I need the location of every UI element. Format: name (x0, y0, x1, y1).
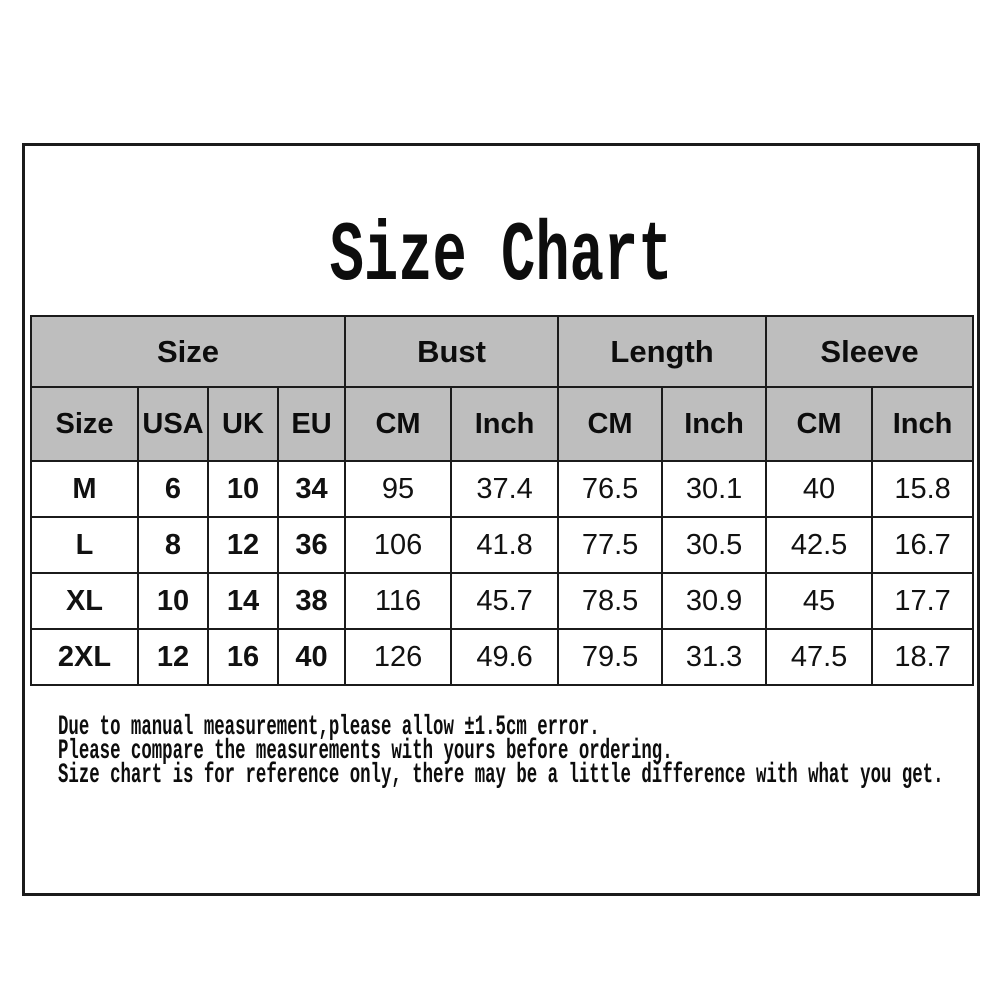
note-line-2: Please compare the measurements with you… (58, 736, 673, 767)
bust-inch-cell: 37.4 (450, 460, 560, 518)
size-table: Size Bust Length Sleeve Size USA UK EU C… (29, 315, 975, 686)
table-row-l: L 8 12 36 106 41.8 77.5 30.5 42.5 16.7 (30, 516, 975, 574)
group-header-length: Length (557, 315, 768, 388)
group-header-sleeve: Sleeve (765, 315, 975, 388)
bust-inch-cell: 41.8 (450, 516, 560, 574)
usa-cell: 12 (137, 628, 209, 686)
size-cell: 2XL (30, 628, 139, 686)
table-row-xl: XL 10 14 38 116 45.7 78.5 30.9 45 17.7 (30, 572, 975, 630)
bust-inch-cell: 45.7 (450, 572, 560, 630)
eu-cell: 38 (276, 572, 347, 630)
uk-cell: 12 (207, 516, 279, 574)
table-row-2xl: 2XL 12 16 40 126 49.6 79.5 31.3 47.5 18.… (30, 628, 975, 686)
sub-header-bust-cm: CM (344, 386, 453, 462)
sub-header-sleeve-cm: CM (765, 386, 874, 462)
size-cell: M (30, 460, 139, 518)
bust-inch-cell: 49.6 (450, 628, 560, 686)
length-inch-cell: 31.3 (661, 628, 768, 686)
bust-cm-cell: 116 (344, 572, 453, 630)
sub-header-uk: UK (207, 386, 279, 462)
sleeve-inch-cell: 16.7 (871, 516, 975, 574)
sub-header-size: Size (30, 386, 139, 462)
length-cm-cell: 78.5 (557, 572, 664, 630)
length-inch-cell: 30.5 (661, 516, 768, 574)
sleeve-cm-cell: 42.5 (765, 516, 874, 574)
sleeve-inch-cell: 17.7 (871, 572, 975, 630)
note-line-3: Size chart is for reference only, there … (58, 760, 944, 791)
note-line-1: Due to manual measurement,please allow ±… (58, 712, 600, 743)
length-cm-cell: 79.5 (557, 628, 664, 686)
length-cm-cell: 77.5 (557, 516, 664, 574)
sub-header-bust-inch: Inch (450, 386, 560, 462)
measurement-notes: Due to manual measurement,please allow ±… (58, 712, 1001, 791)
page-title: Size Chart (25, 216, 977, 300)
size-cell: XL (30, 572, 139, 630)
group-header-row: Size Bust Length Sleeve (29, 315, 975, 388)
sub-header-row: Size USA UK EU CM Inch CM Inch CM Inch (30, 386, 975, 462)
bust-cm-cell: 126 (344, 628, 453, 686)
bust-cm-cell: 95 (344, 460, 453, 518)
bust-cm-cell: 106 (344, 516, 453, 574)
sleeve-cm-cell: 47.5 (765, 628, 874, 686)
page-title-text: Size Chart (329, 210, 673, 305)
uk-cell: 16 (207, 628, 279, 686)
sleeve-cm-cell: 40 (765, 460, 874, 518)
sub-header-usa: USA (137, 386, 209, 462)
sleeve-inch-cell: 15.8 (871, 460, 975, 518)
usa-cell: 6 (137, 460, 209, 518)
sub-header-length-cm: CM (557, 386, 664, 462)
eu-cell: 36 (276, 516, 347, 574)
sleeve-cm-cell: 45 (765, 572, 874, 630)
sub-header-sleeve-inch: Inch (871, 386, 975, 462)
eu-cell: 40 (276, 628, 347, 686)
sleeve-inch-cell: 18.7 (871, 628, 975, 686)
size-cell: L (30, 516, 139, 574)
uk-cell: 14 (207, 572, 279, 630)
length-inch-cell: 30.1 (661, 460, 768, 518)
uk-cell: 10 (207, 460, 279, 518)
group-header-size: Size (29, 315, 347, 388)
table-row-m: M 6 10 34 95 37.4 76.5 30.1 40 15.8 (30, 460, 975, 518)
eu-cell: 34 (276, 460, 347, 518)
sub-header-length-inch: Inch (661, 386, 768, 462)
chart-frame: Size Chart Size Bust Length Sleeve Size … (22, 143, 980, 896)
length-cm-cell: 76.5 (557, 460, 664, 518)
usa-cell: 10 (137, 572, 209, 630)
usa-cell: 8 (137, 516, 209, 574)
sub-header-eu: EU (276, 386, 347, 462)
group-header-bust: Bust (344, 315, 560, 388)
length-inch-cell: 30.9 (661, 572, 768, 630)
